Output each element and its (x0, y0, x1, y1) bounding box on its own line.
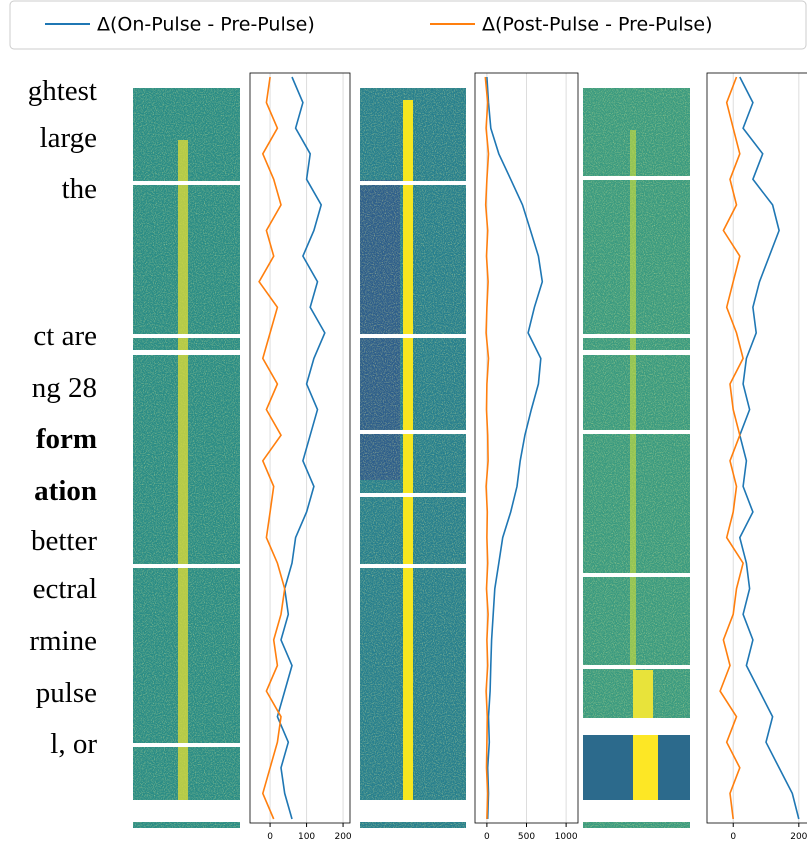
paragraph-fragment: ectral (33, 573, 97, 605)
paragraph-fragment: the (62, 173, 97, 205)
paragraph-fragment: l, or (50, 728, 97, 760)
plot-frame (250, 73, 350, 823)
x-tick-label: 500 (518, 832, 535, 842)
profile-line (259, 77, 285, 819)
legend-label: Δ(Post-Pulse - Pre-Pulse) (482, 14, 713, 36)
x-tick-label: 1000 (555, 832, 578, 842)
paragraph-fragment: ation (34, 475, 97, 507)
paragraph-fragment: form (36, 423, 97, 455)
page: Δ(On-Pulse - Pre-Pulse) Δ(Post-Pulse - Pr… (0, 0, 807, 847)
x-tick-label: 200 (790, 832, 807, 842)
profile-line (487, 77, 542, 819)
x-tick-label: 200 (334, 832, 351, 842)
spectrograms (133, 88, 690, 828)
paragraph-fragment: ng 28 (32, 372, 97, 404)
x-tick-label: 100 (298, 832, 315, 842)
paragraph-fragment: ct are (33, 320, 97, 352)
figure: Δ(On-Pulse - Pre-Pulse) Δ(Post-Pulse - Pr… (0, 0, 807, 847)
paragraph-fragment: pulse (36, 677, 97, 709)
x-tick-label: 0 (267, 832, 273, 842)
x-tick-label: 0 (484, 832, 490, 842)
profile-line (720, 77, 743, 819)
paragraph-fragment: better (31, 525, 97, 557)
x-tick-label: 0 (730, 832, 736, 842)
paragraph-fragment: large (40, 122, 97, 154)
paragraph-fragment: rmine (29, 625, 97, 657)
profile-line (740, 77, 799, 819)
paragraph-fragment: ghtest (28, 75, 97, 107)
profile-line (277, 77, 324, 819)
legend-label: Δ(On-Pulse - Pre-Pulse) (97, 14, 315, 36)
